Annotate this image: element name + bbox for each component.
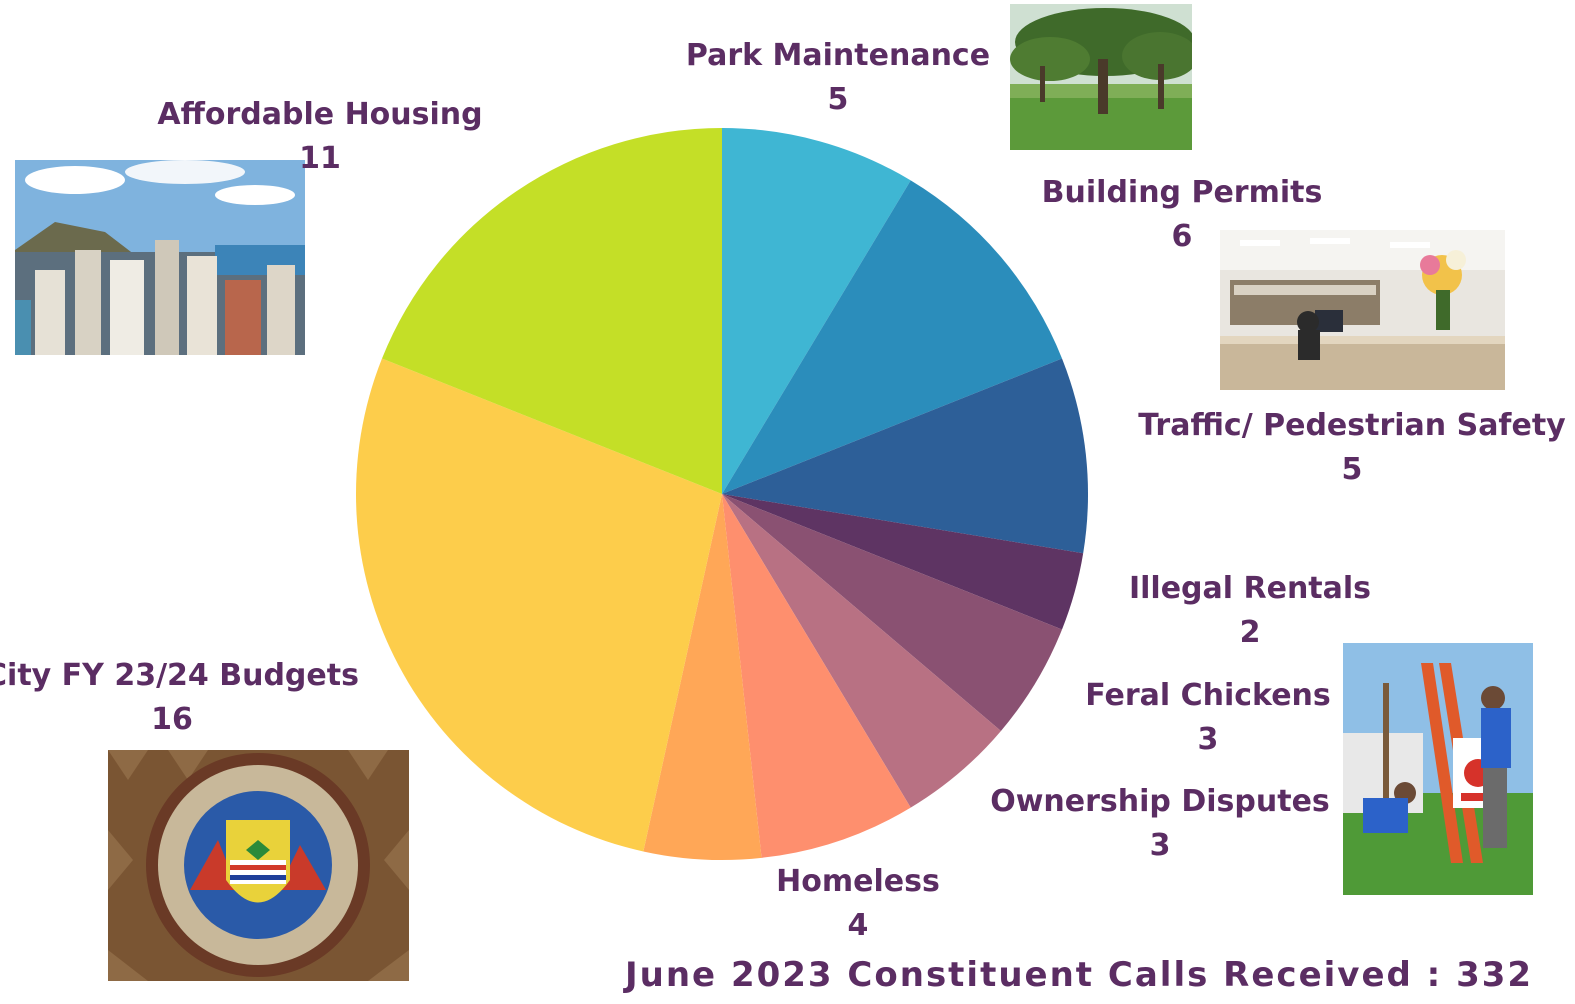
label-traffic-pedestrian-safety: Traffic/ Pedestrian Safety 5 bbox=[1138, 404, 1565, 492]
park-photo bbox=[1010, 4, 1192, 150]
feral-chickens-photo bbox=[1343, 643, 1533, 895]
pie-slice-homeless bbox=[722, 494, 911, 858]
pie-slice-illegal-rentals bbox=[722, 494, 1084, 630]
pie-slice-traffic-pedestrian-safety bbox=[722, 358, 1089, 554]
label-park-maintenance: Park Maintenance 5 bbox=[686, 34, 990, 122]
waikiki-skyline-photo bbox=[15, 160, 305, 355]
pie-slice-park-maintenance bbox=[722, 128, 911, 494]
label-name: Park Maintenance bbox=[685, 38, 991, 73]
label-name: Traffic/ Pedestrian Safety bbox=[1138, 408, 1566, 443]
pie-slice-feral-chickens bbox=[722, 494, 1063, 731]
label-value: 16 bbox=[151, 702, 193, 737]
label-name: Building Permits bbox=[1041, 175, 1323, 210]
pie-slice-ownership-disputes bbox=[722, 494, 1001, 808]
label-value: 3 bbox=[1197, 722, 1219, 757]
label-name: City FY 23/24 Budgets bbox=[0, 658, 359, 693]
label-illegal-rentals: Illegal Rentals 2 bbox=[1129, 567, 1371, 655]
label-name: Affordable Housing bbox=[157, 97, 483, 132]
honolulu-seal-photo bbox=[108, 750, 409, 981]
label-value: 6 bbox=[1171, 219, 1193, 254]
label-name: Ownership Disputes bbox=[990, 784, 1330, 819]
label-value: 5 bbox=[827, 82, 849, 117]
pie-slice-affordable-housing bbox=[381, 127, 722, 494]
label-value: 11 bbox=[299, 141, 341, 176]
label-homeless: Homeless 4 bbox=[776, 860, 940, 948]
label-value: 5 bbox=[1341, 452, 1363, 487]
label-value: 3 bbox=[1149, 828, 1171, 863]
pie-slice-building-permits bbox=[722, 180, 1063, 494]
label-building-permits: Building Permits 6 bbox=[1042, 171, 1323, 259]
label-name: Feral Chickens bbox=[1085, 678, 1331, 713]
label-feral-chickens: Feral Chickens 3 bbox=[1085, 674, 1331, 762]
pie-slice-city-fy-23-24-budgets bbox=[355, 358, 722, 852]
label-name: Homeless bbox=[776, 864, 940, 899]
label-affordable-housing: Affordable Housing 11 bbox=[157, 93, 482, 181]
label-name: Illegal Rentals bbox=[1128, 571, 1372, 606]
label-ownership-disputes: Ownership Disputes 3 bbox=[990, 780, 1330, 868]
chart-title: June 2023 Constituent Calls Received : 3… bbox=[625, 955, 1534, 995]
label-city-budgets: City FY 23/24 Budgets 16 bbox=[0, 654, 359, 742]
label-value: 4 bbox=[847, 908, 869, 943]
pie-slice-unlabeled-7 bbox=[643, 494, 762, 860]
label-value: 2 bbox=[1239, 615, 1261, 650]
permit-office-photo bbox=[1220, 230, 1505, 390]
